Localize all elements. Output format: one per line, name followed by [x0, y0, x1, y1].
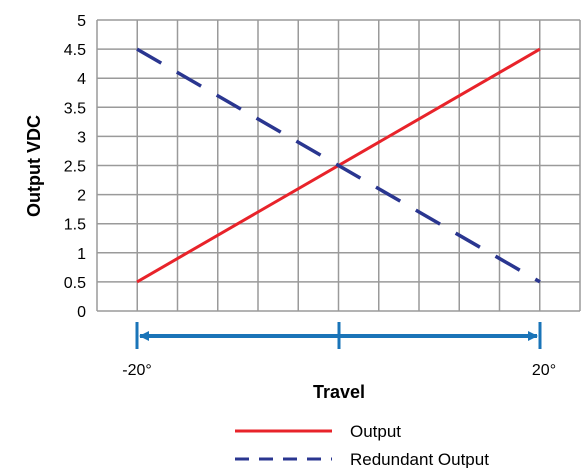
y-tick-label: 1	[77, 246, 86, 263]
y-tick-label: 0	[77, 304, 86, 321]
legend-label-output: Output	[350, 422, 401, 441]
travel-label-left: -20°	[122, 362, 152, 379]
y-tick-label: 5	[77, 13, 86, 30]
x-axis-title: Travel	[313, 382, 365, 402]
travel-label-right: 20°	[532, 362, 556, 379]
plot-grid	[96, 19, 581, 312]
legend: Output Redundant Output	[235, 422, 489, 468]
travel-indicator	[135, 322, 542, 349]
legend-label-redundant-output: Redundant Output	[350, 450, 489, 468]
y-tick-label: 2	[77, 188, 86, 205]
series-line-redundant-output	[136, 47, 541, 284]
y-tick-label: 4.5	[64, 42, 86, 59]
y-tick-label: 1.5	[64, 217, 86, 234]
series-lines	[136, 47, 541, 284]
y-tick-label: 2.5	[64, 159, 86, 176]
y-tick-labels: 0 0.5 1 1.5 2 2.5 3 3.5 4 4.5 5	[64, 13, 86, 321]
y-axis-title: Output VDC	[24, 115, 44, 217]
y-tick-label: 4	[77, 71, 86, 88]
y-tick-label: 3	[77, 129, 86, 146]
y-tick-label: 0.5	[64, 275, 86, 292]
y-tick-label: 3.5	[64, 100, 86, 117]
